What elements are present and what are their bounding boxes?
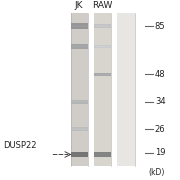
Text: 48: 48 (155, 70, 165, 79)
Bar (95, 154, 110, 155)
Bar (72, 46, 87, 47)
Bar (71, 44, 88, 49)
Bar (94, 152, 111, 157)
Text: 34: 34 (155, 97, 165, 106)
Bar (71, 100, 88, 104)
Text: 26: 26 (155, 125, 165, 134)
Bar (72, 25, 87, 27)
Bar (94, 45, 111, 48)
Bar (72, 154, 87, 155)
Text: RAW: RAW (92, 1, 113, 10)
Text: DUSP22: DUSP22 (4, 141, 37, 150)
Text: JK: JK (75, 1, 84, 10)
Bar (71, 24, 88, 29)
Bar (95, 74, 110, 75)
Bar (72, 128, 87, 130)
Bar (117, 13, 134, 166)
Bar (94, 24, 111, 28)
Bar (94, 73, 111, 76)
Bar (95, 46, 110, 47)
Bar (72, 101, 87, 102)
Bar (71, 127, 88, 131)
Bar (71, 152, 88, 157)
Bar (95, 25, 110, 27)
Text: (kD): (kD) (148, 168, 165, 177)
Bar (94, 13, 111, 166)
Text: 85: 85 (155, 22, 165, 31)
Text: 19: 19 (155, 148, 165, 157)
Bar (71, 13, 88, 166)
